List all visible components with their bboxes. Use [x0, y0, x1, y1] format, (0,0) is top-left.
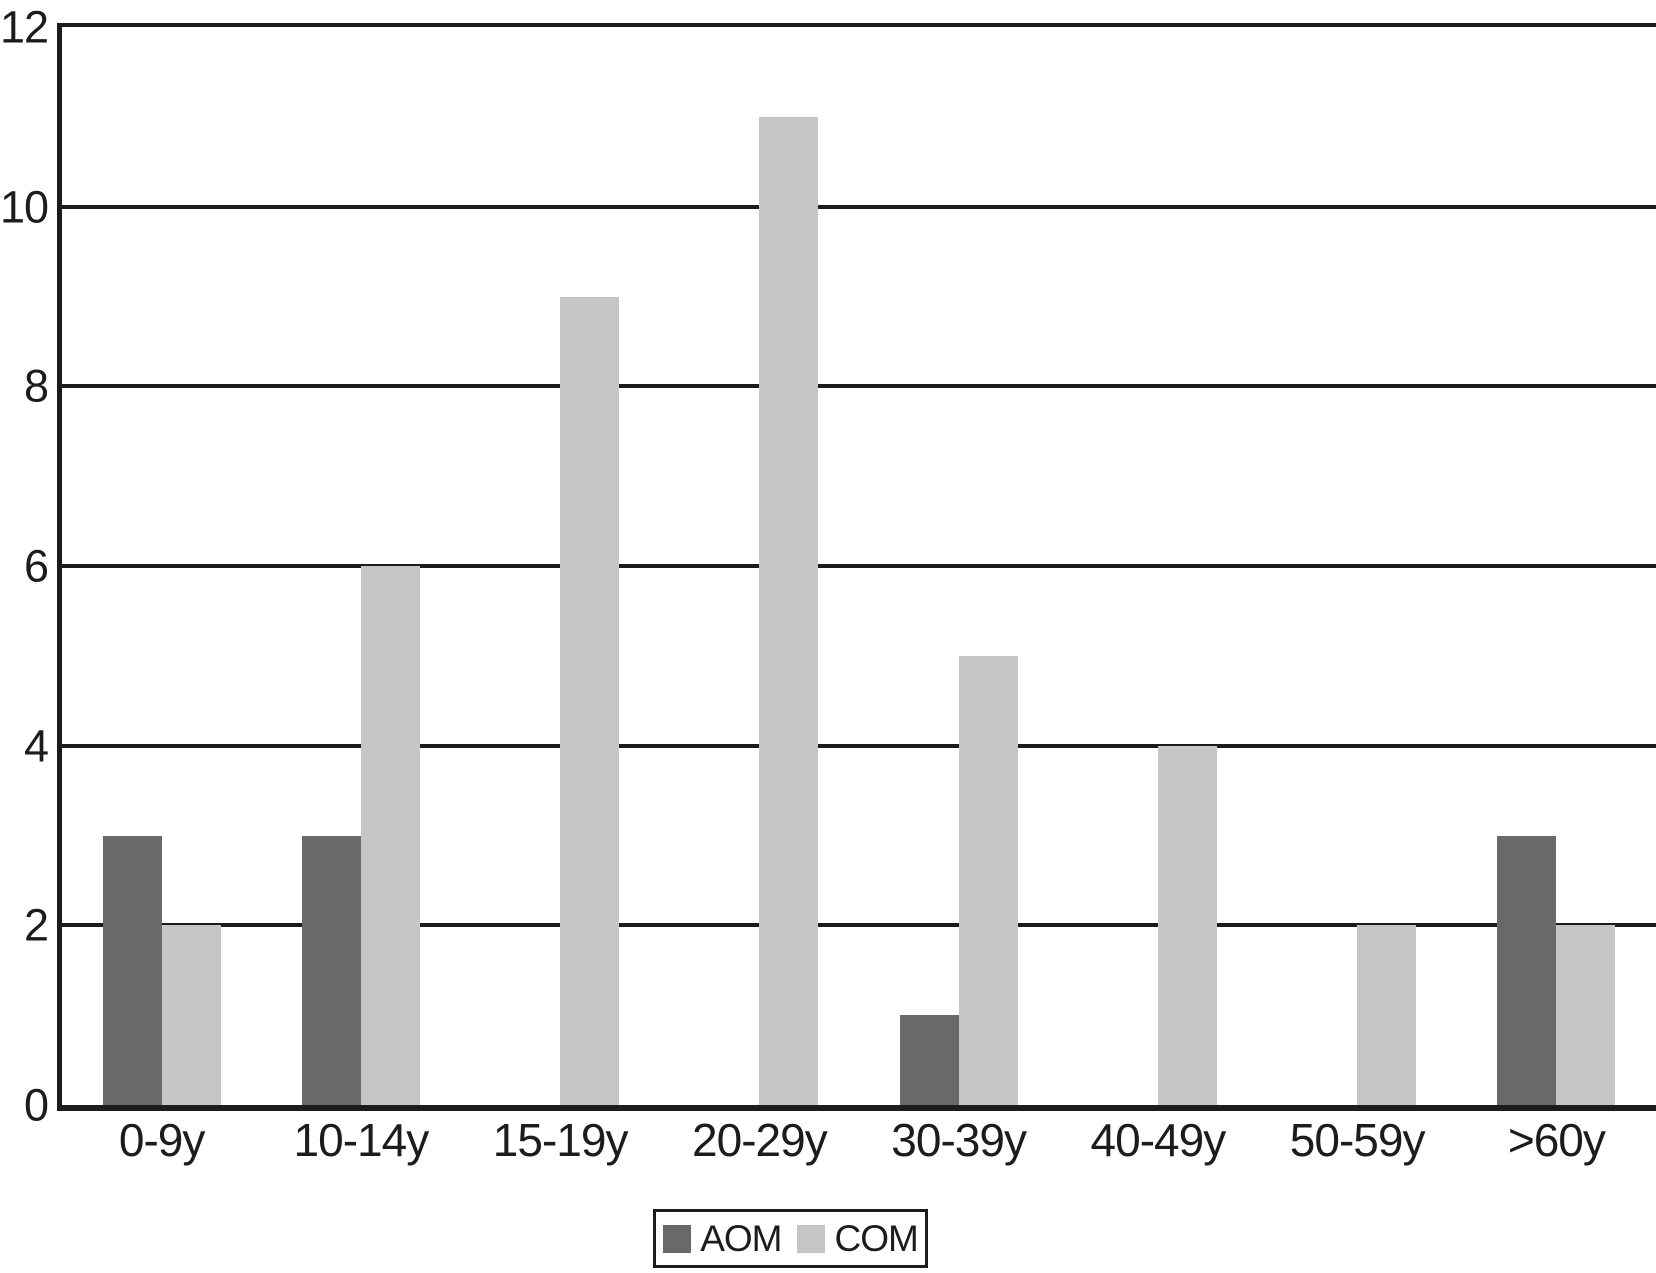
x-tick-label-0-9y: 0-9y: [118, 1114, 205, 1166]
gridline-8: [62, 384, 1656, 389]
bar-group-20-29y: [660, 27, 859, 1105]
aom-legend-label: AOM: [700, 1218, 782, 1259]
x-tick-label-20-29y: 20-29y: [692, 1114, 828, 1166]
gridlines: [62, 27, 1656, 1105]
x-axis-labels: 0-9y 10-14y 15-19y 20-29y 30-39y 40-49y 50-59y…: [62, 1113, 1656, 1168]
x-tick-label->60y: >60y: [1507, 1114, 1606, 1166]
bar-aom-10-14y: [301, 835, 361, 1105]
bar-com-20-29y: [759, 116, 819, 1105]
com-legend-swatch: [797, 1224, 826, 1253]
bar-com-15-19y: [560, 296, 620, 1105]
x-tick-label-40-49y: 40-49y: [1090, 1114, 1227, 1166]
bar-aom-0-9y: [102, 835, 162, 1105]
bar-group-50-59y: [1258, 27, 1457, 1105]
y-tick-label-8: 8: [23, 360, 49, 412]
gridline-2: [62, 923, 1656, 928]
bar-aom-30-39y: [899, 1015, 959, 1105]
y-tick-label-4: 4: [23, 720, 49, 772]
bar-group->60y: [1457, 27, 1656, 1105]
bar-group-40-49y: [1058, 27, 1257, 1105]
legend-item-aom: AOM: [663, 1218, 782, 1259]
bar-com->60y: [1556, 925, 1616, 1105]
bar-group-10-14y: [261, 27, 460, 1105]
bar-com-50-59y: [1357, 925, 1417, 1105]
bar-aom->60y: [1497, 835, 1557, 1105]
legend: AOM COM: [653, 1209, 928, 1268]
bars: [62, 27, 1656, 1105]
aom-legend-swatch: [663, 1224, 692, 1253]
y-tick-label-10: 10: [0, 181, 49, 233]
com-legend-label: COM: [834, 1218, 918, 1259]
bar-group-30-39y: [859, 27, 1058, 1105]
y-axis-labels: 0 2 4 6 8 10 12: [0, 0, 49, 1273]
bar-group-15-19y: [461, 27, 660, 1105]
y-tick-label-0: 0: [23, 1079, 49, 1131]
bar-com-30-39y: [958, 655, 1018, 1105]
legend-item-com: COM: [797, 1218, 919, 1259]
y-tick-label-6: 6: [23, 540, 49, 592]
x-tick-label-15-19y: 15-19y: [492, 1114, 629, 1166]
x-tick-label-10-14y: 10-14y: [293, 1114, 430, 1166]
bar-com-40-49y: [1157, 745, 1217, 1105]
gridline-10: [62, 204, 1656, 209]
y-tick-label-12: 12: [0, 1, 49, 53]
x-tick-label-30-39y: 30-39y: [891, 1114, 1027, 1166]
gridline-6: [62, 564, 1656, 568]
bar-com-0-9y: [161, 925, 221, 1105]
x-tick-label-50-59y: 50-59y: [1289, 1114, 1426, 1166]
plot-area: [57, 23, 1656, 1111]
bar-com-10-14y: [360, 566, 420, 1105]
gridline-4: [62, 743, 1656, 748]
bar-group-0-9y: [62, 27, 261, 1105]
y-tick-label-2: 2: [23, 899, 49, 951]
